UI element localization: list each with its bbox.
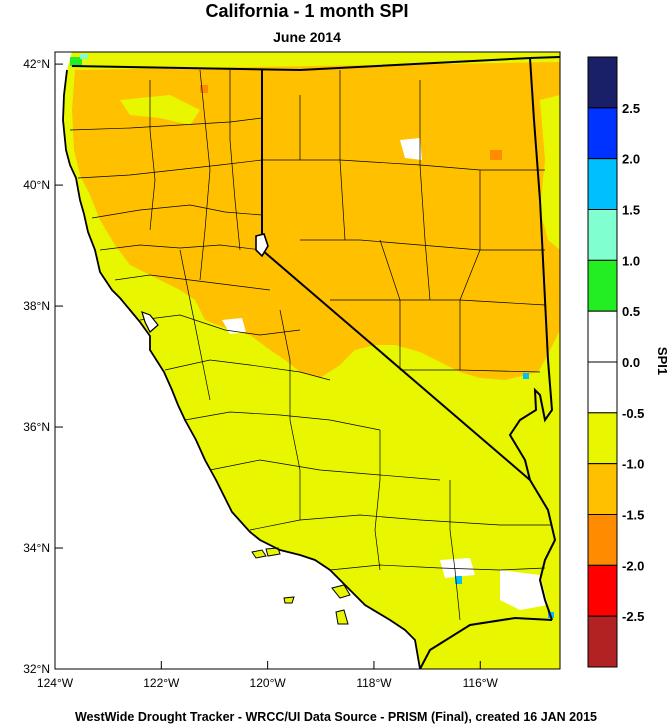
lon-tick-label: 118°W (356, 676, 392, 690)
lon-tick-label: 116°W (463, 676, 499, 690)
wet-patch (523, 373, 529, 379)
colorbar-bin (587, 158, 618, 211)
colorbar-tick-label: -1.5 (622, 508, 644, 523)
state-boundaries (71, 56, 560, 669)
colorbar-tick-label: 2.0 (622, 152, 640, 167)
moderate-patch-north (120, 95, 200, 125)
wet-patch (70, 57, 82, 66)
lon-tick-label: 120°W (250, 676, 287, 690)
island (283, 596, 295, 604)
map-frame (54, 51, 561, 670)
latitude-axis: 42°N 40°N 38°N 36°N 34°N 32°N (23, 57, 63, 676)
colorbar-bin (587, 564, 618, 617)
island (265, 547, 281, 557)
island (335, 609, 349, 625)
colorbar-tick-label: 0.0 (622, 355, 640, 370)
colorbar-bin (587, 310, 618, 363)
colorbar-bin (587, 259, 618, 312)
colorbar-tick-label: 0.5 (622, 304, 640, 319)
colorbar-tick-label: -2.0 (622, 558, 644, 573)
colorbar-tick-label: -0.5 (622, 406, 644, 421)
colorbar-tick-label: -1.0 (622, 457, 644, 472)
neutral-patch (440, 558, 475, 578)
lat-tick-label: 42°N (23, 57, 50, 71)
colorbar-label: SPI1 (655, 347, 670, 375)
colorbar-bin (587, 107, 618, 160)
island (331, 584, 351, 599)
colorbar-tick-label: 2.5 (622, 101, 640, 116)
colorbar-tick-label: -2.5 (622, 609, 644, 624)
lat-tick-label: 38°N (23, 299, 50, 313)
lat-tick-label: 34°N (23, 541, 50, 555)
colorbar-tick-label: 1.5 (622, 203, 640, 218)
footer-credit: WestWide Drought Tracker - WRCC/UI Data … (74, 710, 597, 724)
colorbar-tick-label: 1.0 (622, 253, 640, 268)
colorbar-bin (587, 361, 618, 414)
wet-patch (80, 54, 88, 59)
colorbar-bin (587, 615, 618, 668)
coastline (62, 69, 421, 669)
colorbar-bin (587, 56, 618, 109)
island (251, 549, 267, 559)
neutral-patch (500, 570, 548, 610)
lake-tahoe (255, 233, 269, 258)
wet-patch (455, 576, 462, 584)
very-dry-patch (490, 150, 502, 160)
lat-tick-label: 40°N (23, 178, 50, 192)
neutral-patch (222, 318, 246, 334)
lon-tick-label: 122°W (143, 676, 180, 690)
dry-region (72, 62, 560, 380)
sf-bay (141, 311, 159, 333)
colorbar-bin (587, 209, 618, 261)
map-subtitle: June 2014 (273, 29, 341, 45)
colorbar-bin (587, 514, 618, 566)
neutral-patch (400, 138, 422, 160)
colorbar-bin (587, 463, 618, 515)
map-title: California - 1 month SPI (205, 1, 409, 21)
moderate-patch-ne (540, 95, 560, 250)
lat-tick-label: 36°N (23, 420, 50, 434)
very-dry-patch (200, 85, 208, 93)
lon-tick-label: 124°W (37, 676, 74, 690)
county-lines (69, 69, 552, 621)
colorbar-bin (587, 412, 618, 465)
lat-tick-label: 32°N (23, 662, 50, 676)
longitude-axis: 124°W 122°W 120°W 118°W 116°W (37, 661, 499, 690)
